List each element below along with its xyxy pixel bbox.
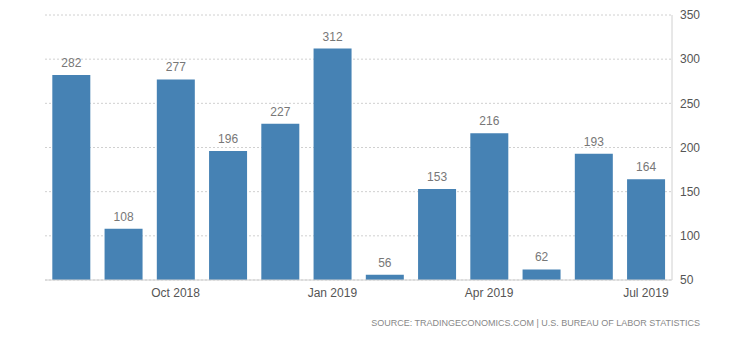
svg-text:Apr 2019: Apr 2019 bbox=[465, 286, 514, 300]
svg-text:282: 282 bbox=[61, 56, 81, 70]
svg-text:Jul 2019: Jul 2019 bbox=[623, 286, 669, 300]
svg-text:100: 100 bbox=[680, 229, 700, 243]
svg-text:150: 150 bbox=[680, 185, 700, 199]
svg-text:108: 108 bbox=[114, 210, 134, 224]
svg-text:300: 300 bbox=[680, 52, 700, 66]
svg-text:312: 312 bbox=[323, 30, 343, 44]
svg-text:227: 227 bbox=[270, 105, 290, 119]
svg-text:196: 196 bbox=[218, 132, 238, 146]
svg-text:153: 153 bbox=[427, 170, 447, 184]
svg-text:200: 200 bbox=[680, 141, 700, 155]
svg-text:50: 50 bbox=[680, 273, 694, 287]
svg-text:56: 56 bbox=[378, 256, 392, 270]
svg-text:216: 216 bbox=[479, 114, 499, 128]
svg-text:Oct 2018: Oct 2018 bbox=[151, 286, 200, 300]
svg-text:193: 193 bbox=[584, 135, 604, 149]
svg-text:164: 164 bbox=[636, 160, 656, 174]
html-text:SOURCE: TRADINGECONOMICS.COM |: SOURCE: TRADINGECONOMICS.COM | U.S. BURE… bbox=[371, 318, 700, 328]
svg-text:250: 250 bbox=[680, 97, 700, 111]
svg-text:277: 277 bbox=[166, 60, 186, 74]
svg-text:Jan 2019: Jan 2019 bbox=[308, 286, 358, 300]
svg-text:62: 62 bbox=[535, 250, 549, 264]
svg-text:350: 350 bbox=[680, 8, 700, 22]
